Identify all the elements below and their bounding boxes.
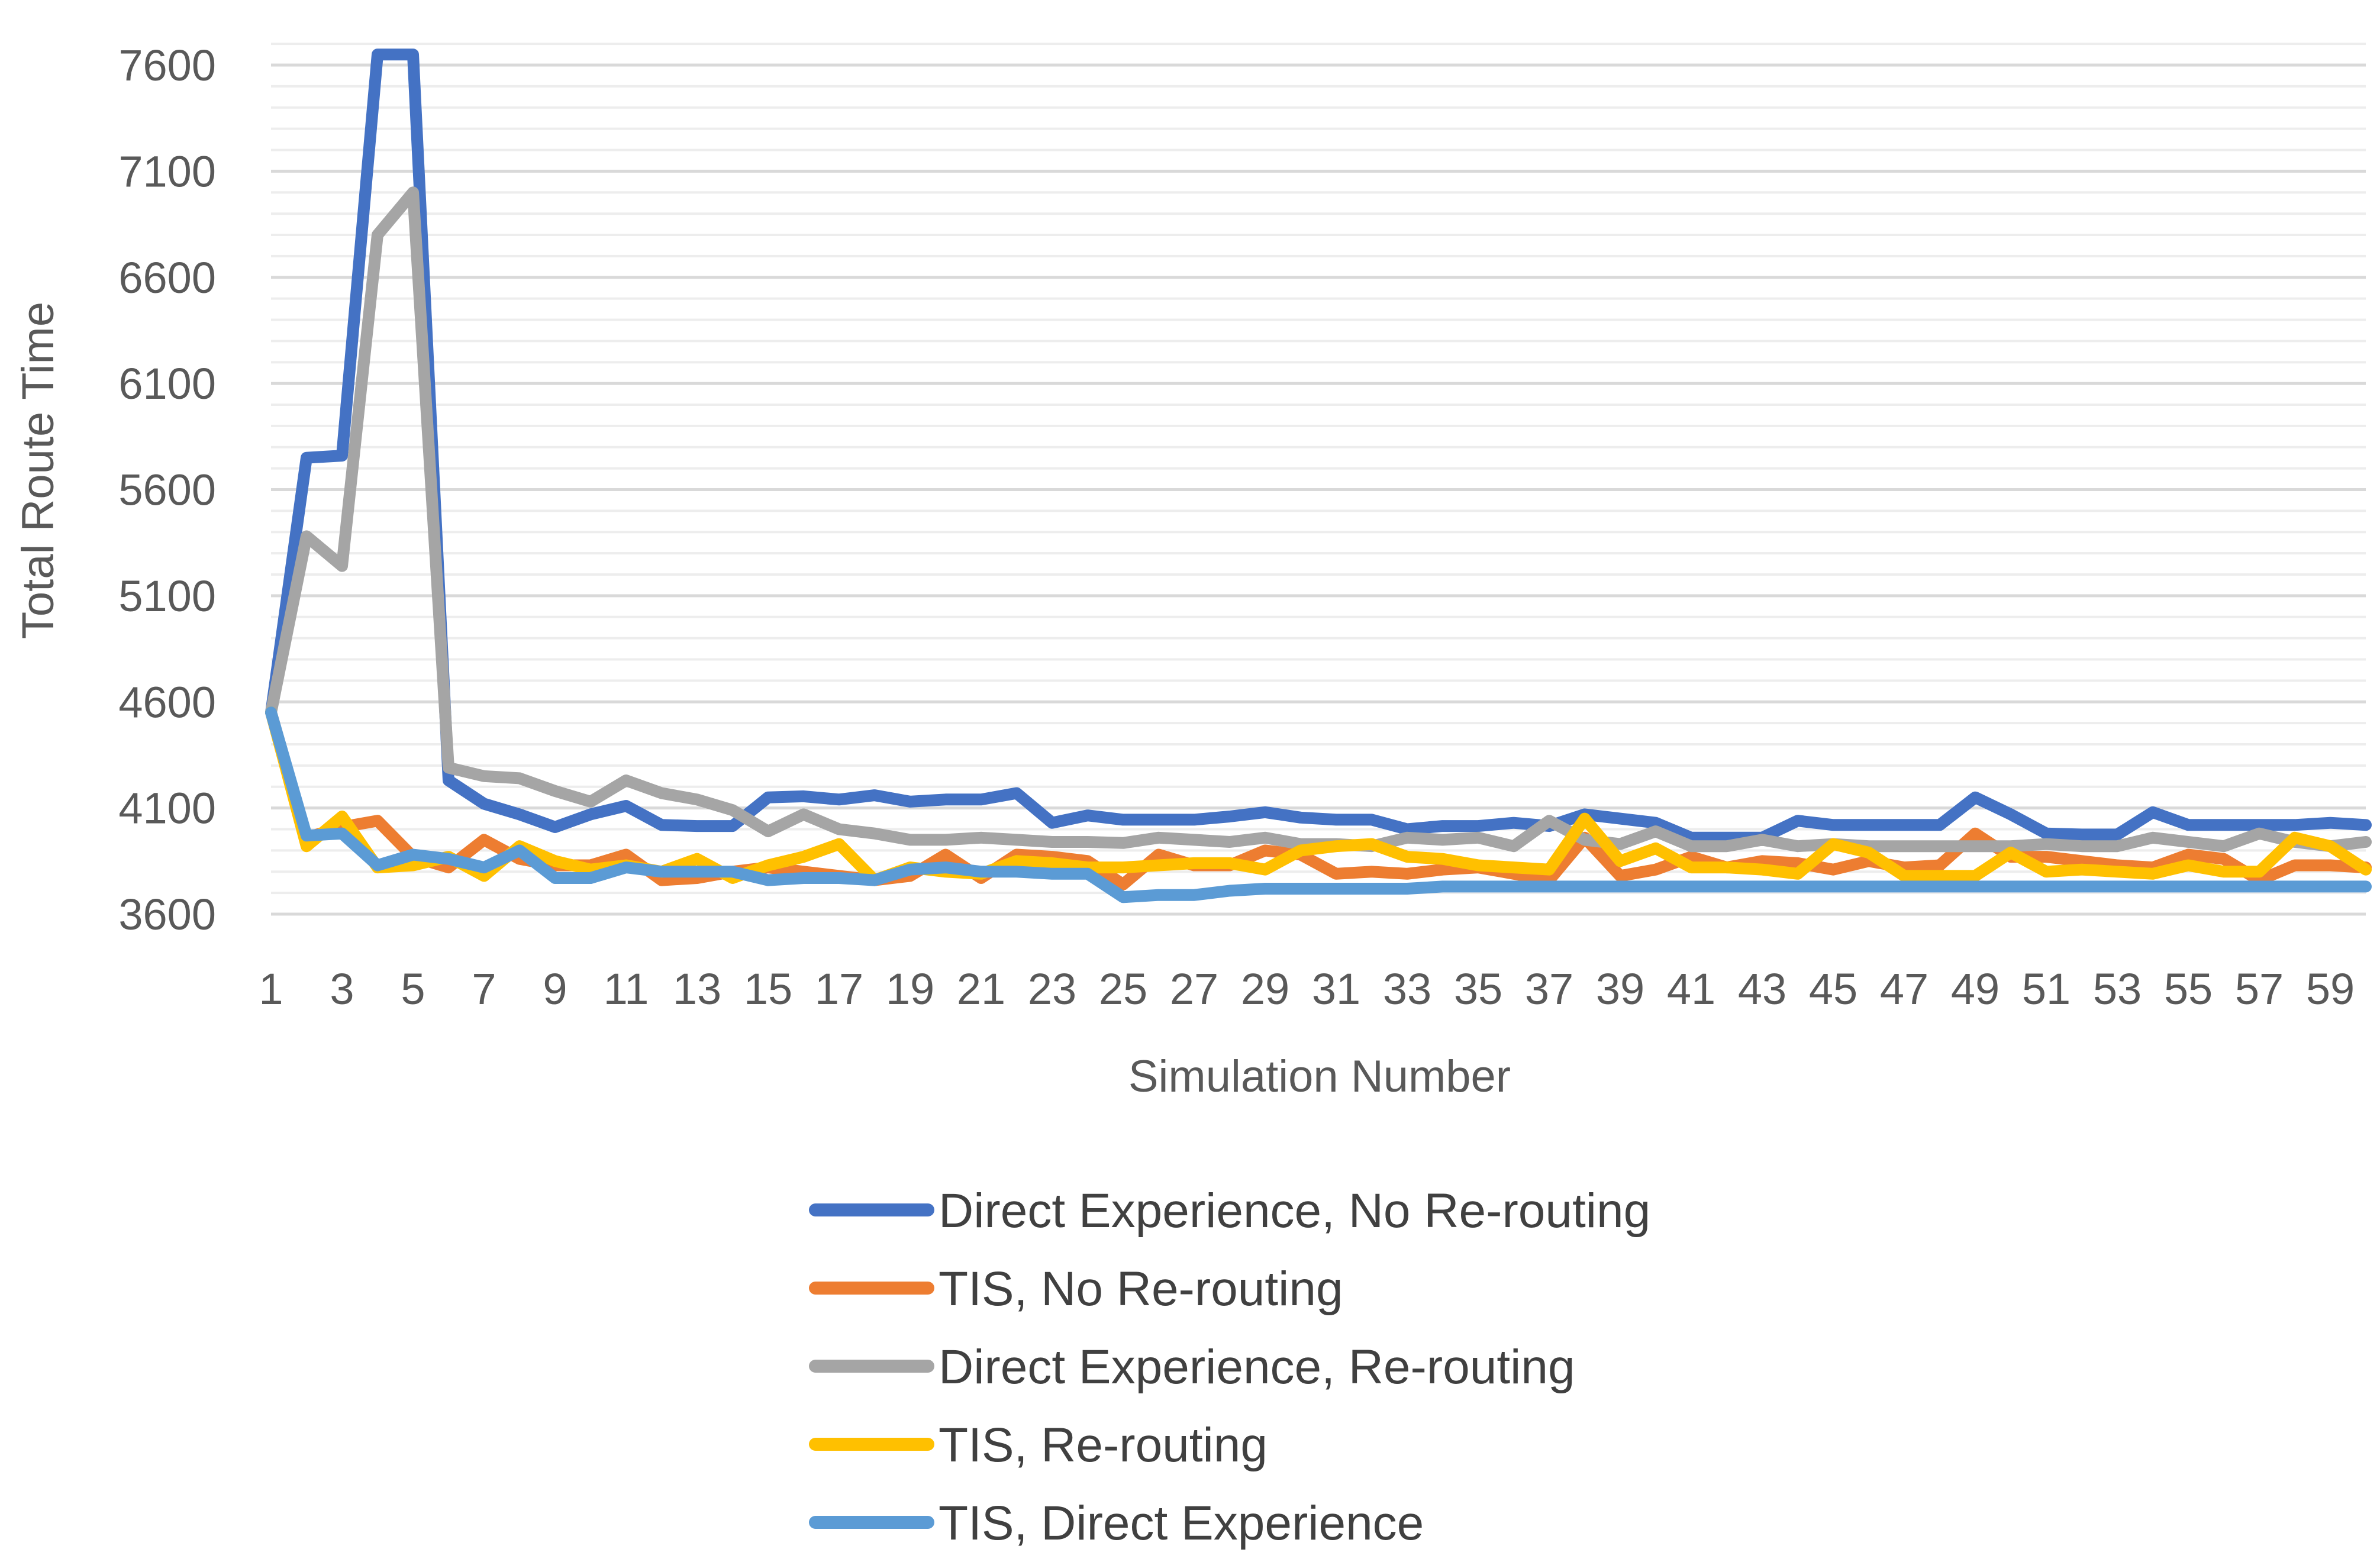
legend-label: Direct Experience, No Re-routing xyxy=(939,1184,1650,1238)
x-tick-label: 5 xyxy=(401,964,425,1014)
y-axis-ticks: 3600 4100 4600 5100 5600 6100 6600 7100 7600 xyxy=(118,41,216,939)
x-tick-label: 51 xyxy=(2022,964,2071,1014)
x-axis-ticks: 1 3 5 7 9 11 13 15 17 19 21 23 25 27 29 31 33 35 37 39 41 43 4… xyxy=(259,964,2355,1014)
x-tick-label: 21 xyxy=(957,964,1005,1014)
x-tick-label: 3 xyxy=(330,964,354,1014)
gridlines xyxy=(271,43,2366,916)
legend: Direct Experience, No Re-routing TIS, No … xyxy=(809,1184,1650,1550)
x-tick-label: 13 xyxy=(673,964,721,1014)
x-tick-label: 19 xyxy=(886,964,934,1014)
x-tick-label: 17 xyxy=(815,964,863,1014)
series-line-5 xyxy=(265,706,2372,903)
series-line-1 xyxy=(265,49,2372,844)
y-tick-label: 7100 xyxy=(118,147,216,196)
x-tick-label: 37 xyxy=(1525,964,1573,1014)
x-tick-label: 25 xyxy=(1099,964,1147,1014)
x-tick-label: 15 xyxy=(744,964,792,1014)
x-tick-label: 27 xyxy=(1170,964,1218,1014)
x-tick-label: 47 xyxy=(1880,964,1928,1014)
y-tick-label: 3600 xyxy=(118,890,216,939)
x-tick-label: 31 xyxy=(1312,964,1360,1014)
x-tick-label: 45 xyxy=(1809,964,1857,1014)
y-tick-label: 5600 xyxy=(118,466,216,515)
x-tick-label: 39 xyxy=(1596,964,1644,1014)
x-tick-label: 11 xyxy=(604,964,649,1014)
series-line-3 xyxy=(265,186,2372,853)
x-tick-label: 49 xyxy=(1951,964,2000,1014)
x-tick-label: 43 xyxy=(1738,964,1786,1014)
x-tick-label: 1 xyxy=(259,964,283,1014)
y-axis-title: Total Route Time xyxy=(13,302,63,639)
x-tick-label: 55 xyxy=(2164,964,2213,1014)
x-axis-title: Simulation Number xyxy=(1128,1051,1511,1102)
y-tick-label: 4100 xyxy=(118,784,216,833)
legend-label: TIS, Direct Experience xyxy=(939,1496,1424,1550)
x-tick-label: 57 xyxy=(2235,964,2284,1014)
y-tick-label: 5100 xyxy=(118,572,216,621)
y-tick-label: 6600 xyxy=(118,253,216,302)
y-tick-label: 4600 xyxy=(118,677,216,727)
y-tick-label: 6100 xyxy=(118,359,216,408)
legend-label: Direct Experience, Re-routing xyxy=(939,1340,1575,1394)
legend-label: TIS, Re-routing xyxy=(939,1418,1268,1472)
x-tick-label: 9 xyxy=(543,964,567,1014)
x-tick-label: 53 xyxy=(2093,964,2142,1014)
series-lines xyxy=(265,49,2372,903)
legend-label: TIS, No Re-routing xyxy=(939,1262,1343,1316)
x-tick-label: 35 xyxy=(1454,964,1502,1014)
x-tick-label: 29 xyxy=(1241,964,1289,1014)
x-tick-label: 33 xyxy=(1383,964,1431,1014)
y-tick-label: 7600 xyxy=(118,41,216,90)
x-tick-label: 59 xyxy=(2306,964,2355,1014)
x-tick-label: 41 xyxy=(1667,964,1715,1014)
x-tick-label: 23 xyxy=(1028,964,1076,1014)
x-tick-label: 7 xyxy=(472,964,496,1014)
